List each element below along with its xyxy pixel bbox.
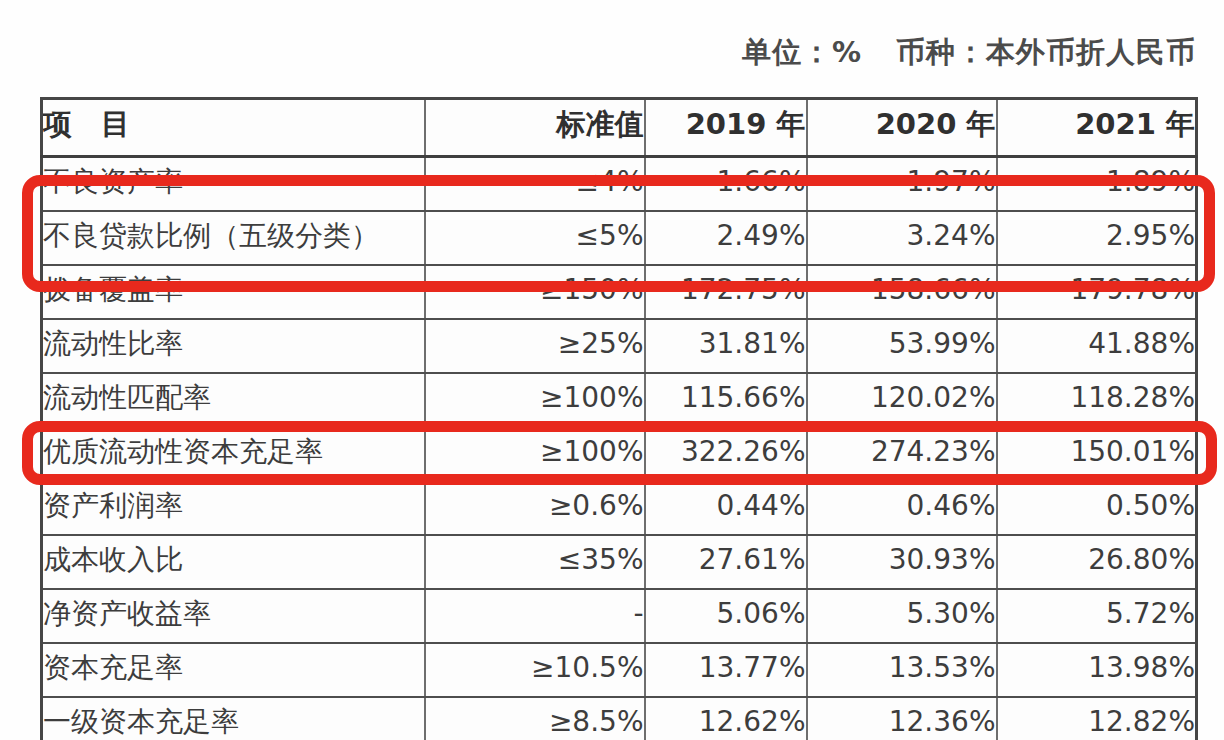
cell-2020: 274.23% [807,427,997,481]
table-row: 资本充足率 ≥10.5% 13.77% 13.53% 13.98% [42,643,1197,697]
cell-2020: 5.30% [807,589,997,643]
cell-2019: 27.61% [645,535,807,589]
cell-2021: 41.88% [997,319,1197,373]
cell-2019: 0.44% [645,481,807,535]
table-row: 流动性比率 ≥25% 31.81% 53.99% 41.88% [42,319,1197,373]
header-2019: 2019 年 [645,99,807,157]
unit-label: 单位：% [742,35,862,69]
cell-2021: 13.98% [997,643,1197,697]
table-row: 优质流动性资本充足率 ≥100% 322.26% 274.23% 150.01% [42,427,1197,481]
cell-standard: ≤35% [425,535,645,589]
cell-2021: 12.82% [997,697,1197,740]
cell-standard: ≥100% [425,427,645,481]
table-row: 成本收入比 ≤35% 27.61% 30.93% 26.80% [42,535,1197,589]
cell-2020: 0.46% [807,481,997,535]
cell-standard: - [425,589,645,643]
cell-standard: ≤5% [425,211,645,265]
cell-2020: 158.66% [807,265,997,319]
cell-item: 一级资本充足率 [42,697,425,740]
cell-2020: 1.97% [807,157,997,212]
cell-2020: 12.36% [807,697,997,740]
cell-2019: 5.06% [645,589,807,643]
cell-2020: 13.53% [807,643,997,697]
cell-2021: 1.89% [997,157,1197,212]
cell-standard: ≥25% [425,319,645,373]
cell-2021: 5.72% [997,589,1197,643]
table-caption: 单位：% 币种：本外币折人民币 [742,33,1196,73]
cell-item: 资产利润率 [42,481,425,535]
header-row: 项 目 标准值 2019 年 2020 年 2021 年 [42,99,1197,157]
regulatory-indicators-table: 项 目 标准值 2019 年 2020 年 2021 年 不良资产率 ≤4% 1… [40,97,1198,740]
cell-2020: 120.02% [807,373,997,427]
cell-standard: ≤4% [425,157,645,212]
cell-2021: 118.28% [997,373,1197,427]
cell-item: 净资产收益率 [42,589,425,643]
cell-2019: 322.26% [645,427,807,481]
cell-2021: 26.80% [997,535,1197,589]
header-standard: 标准值 [425,99,645,157]
cell-standard: ≥100% [425,373,645,427]
table-row: 一级资本充足率 ≥8.5% 12.62% 12.36% 12.82% [42,697,1197,740]
currency-label: 币种：本外币折人民币 [896,35,1196,69]
cell-standard: ≥150% [425,265,645,319]
cell-2020: 30.93% [807,535,997,589]
table-row: 不良资产率 ≤4% 1.66% 1.97% 1.89% [42,157,1197,212]
cell-item: 流动性匹配率 [42,373,425,427]
cell-item: 优质流动性资本充足率 [42,427,425,481]
cell-standard: ≥10.5% [425,643,645,697]
header-item: 项 目 [42,99,425,157]
table-row: 流动性匹配率 ≥100% 115.66% 120.02% 118.28% [42,373,1197,427]
header-2020: 2020 年 [807,99,997,157]
table-row: 不良贷款比例（五级分类） ≤5% 2.49% 3.24% 2.95% [42,211,1197,265]
cell-2019: 31.81% [645,319,807,373]
table-row: 净资产收益率 - 5.06% 5.30% 5.72% [42,589,1197,643]
cell-standard: ≥0.6% [425,481,645,535]
cell-2021: 179.78% [997,265,1197,319]
table-row: 资产利润率 ≥0.6% 0.44% 0.46% 0.50% [42,481,1197,535]
cell-2019: 1.66% [645,157,807,212]
cell-2021: 2.95% [997,211,1197,265]
cell-item: 不良贷款比例（五级分类） [42,211,425,265]
cell-standard: ≥8.5% [425,697,645,740]
table-row: 拨备覆盖率 ≥150% 172.75% 158.66% 179.78% [42,265,1197,319]
cell-2019: 13.77% [645,643,807,697]
cell-item: 资本充足率 [42,643,425,697]
cell-2021: 0.50% [997,481,1197,535]
scanned-report-page: 单位：% 币种：本外币折人民币 项 目 标准值 2019 年 2020 年 202… [0,0,1224,740]
cell-item: 不良资产率 [42,157,425,212]
cell-2019: 12.62% [645,697,807,740]
cell-2019: 115.66% [645,373,807,427]
cell-item: 流动性比率 [42,319,425,373]
cell-2020: 3.24% [807,211,997,265]
cell-2019: 2.49% [645,211,807,265]
header-2021: 2021 年 [997,99,1197,157]
cell-2020: 53.99% [807,319,997,373]
cell-item: 成本收入比 [42,535,425,589]
cell-2021: 150.01% [997,427,1197,481]
cell-2019: 172.75% [645,265,807,319]
cell-item: 拨备覆盖率 [42,265,425,319]
